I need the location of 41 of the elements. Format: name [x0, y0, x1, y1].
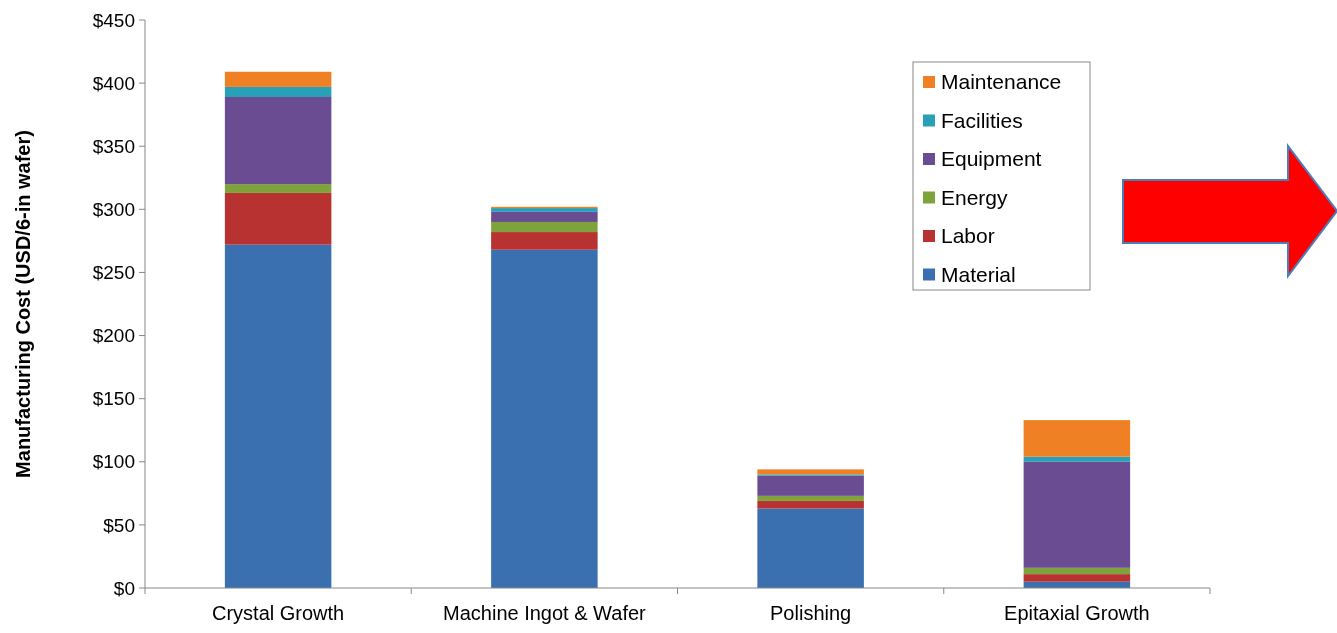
bar	[491, 221, 598, 233]
bar	[224, 71, 332, 87]
legend-label: Labor	[941, 224, 995, 248]
bar	[757, 508, 864, 588]
y-tick-label: $200	[92, 325, 135, 347]
y-tick-label: $0	[113, 577, 135, 599]
bar	[224, 184, 332, 193]
bar	[224, 97, 332, 185]
bar	[491, 232, 598, 250]
x-tick-label: Crystal Growth	[212, 602, 345, 624]
bar	[1023, 456, 1131, 462]
y-tick-label: $450	[92, 9, 135, 31]
legend-label: Maintenance	[941, 70, 1062, 94]
bar	[1023, 420, 1131, 457]
legend-label: Energy	[941, 185, 1009, 209]
y-tick-label: $400	[92, 72, 135, 94]
bar	[1023, 574, 1131, 582]
y-tick-label: $250	[92, 262, 135, 284]
bar	[757, 500, 864, 509]
y-tick-label: $50	[103, 514, 135, 536]
y-tick-label: $150	[92, 388, 135, 410]
legend-label: Facilities	[941, 108, 1023, 132]
legend-label: Material	[941, 262, 1016, 286]
legend-label: Equipment	[941, 147, 1042, 171]
bar	[1023, 567, 1131, 575]
y-tick-label: $300	[92, 198, 135, 220]
y-tick-label: $100	[92, 451, 135, 473]
y-axis-title: Manufacturing Cost (USD/6-in wafer)	[12, 130, 34, 478]
bar	[224, 192, 332, 245]
bar	[491, 249, 598, 588]
x-tick-label: Epitaxial Growth	[1004, 602, 1150, 624]
bar	[757, 469, 864, 475]
bar	[1023, 461, 1131, 568]
bar	[224, 86, 332, 97]
y-tick-label: $350	[92, 135, 135, 157]
x-tick-label: Polishing	[770, 602, 852, 624]
bar	[757, 495, 864, 501]
bar	[224, 244, 332, 588]
x-tick-label: Machine Ingot & Wafer	[443, 602, 647, 624]
bar	[491, 211, 598, 222]
bar	[757, 475, 864, 496]
